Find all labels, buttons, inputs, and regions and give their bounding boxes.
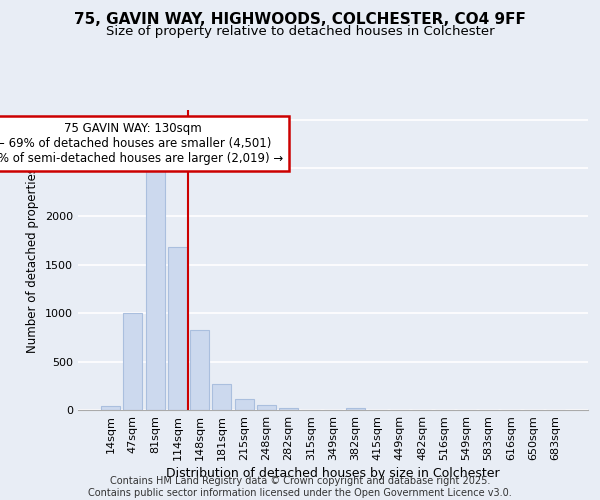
Bar <box>346 408 365 410</box>
Bar <box>146 168 164 410</box>
Text: Size of property relative to detached houses in Colchester: Size of property relative to detached ho… <box>106 25 494 38</box>
Text: 75, GAVIN WAY, HIGHWOODS, COLCHESTER, CO4 9FF: 75, GAVIN WAY, HIGHWOODS, COLCHESTER, CO… <box>74 12 526 28</box>
Bar <box>257 405 276 410</box>
Y-axis label: Number of detached properties: Number of detached properties <box>26 167 40 353</box>
Bar <box>168 248 187 410</box>
Bar <box>101 406 120 410</box>
Bar <box>124 313 142 410</box>
Text: Contains HM Land Registry data © Crown copyright and database right 2025.
Contai: Contains HM Land Registry data © Crown c… <box>88 476 512 498</box>
Text: 75 GAVIN WAY: 130sqm
← 69% of detached houses are smaller (4,501)
31% of semi-de: 75 GAVIN WAY: 130sqm ← 69% of detached h… <box>0 122 283 164</box>
Bar <box>212 384 231 410</box>
X-axis label: Distribution of detached houses by size in Colchester: Distribution of detached houses by size … <box>166 467 500 480</box>
Bar <box>190 330 209 410</box>
Bar <box>279 408 298 410</box>
Bar <box>235 400 254 410</box>
